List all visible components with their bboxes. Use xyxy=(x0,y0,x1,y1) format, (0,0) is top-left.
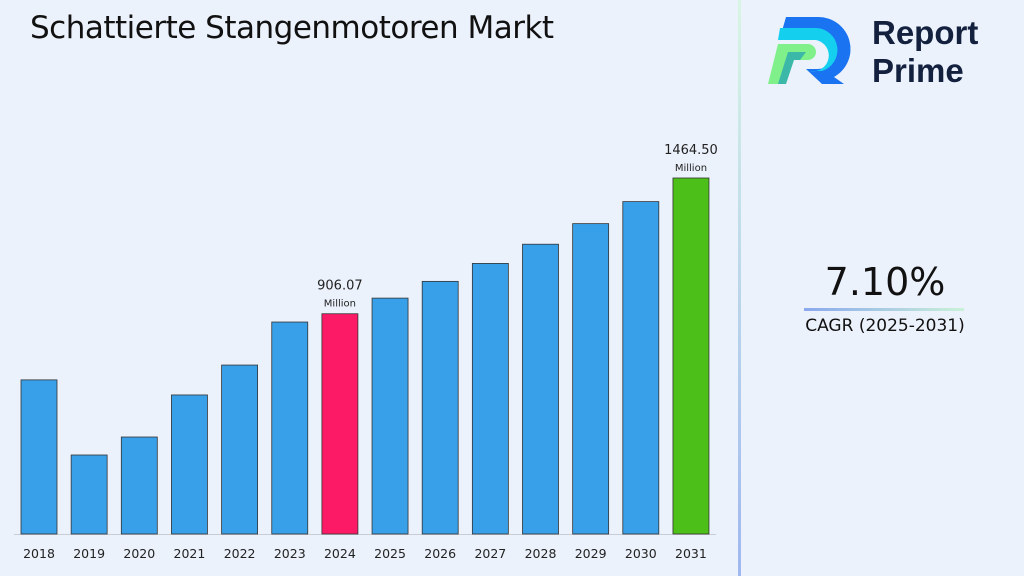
x-tick-label: 2018 xyxy=(23,546,55,561)
x-tick-label: 2024 xyxy=(324,546,356,561)
data-label-unit: Million xyxy=(675,163,707,174)
cagr-underline xyxy=(804,308,964,311)
logo-line-2: Prime xyxy=(872,52,964,89)
data-label-value: 1464.50 xyxy=(664,143,718,158)
bar-2031 xyxy=(672,177,710,535)
bar-2020 xyxy=(120,436,158,535)
bar-2028 xyxy=(522,243,559,535)
x-tick-label: 2027 xyxy=(474,546,506,561)
x-tick-label: 2023 xyxy=(274,546,306,561)
cagr-label: CAGR (2025-2031) xyxy=(805,316,965,336)
chart-title: Schattierte Stangenmotoren Markt xyxy=(30,10,554,46)
divider xyxy=(738,0,741,576)
bar-2027 xyxy=(471,263,509,535)
x-tick-label: 2026 xyxy=(424,546,456,561)
x-tick-label: 2029 xyxy=(575,546,607,561)
x-tick-label: 2022 xyxy=(224,546,256,561)
cagr-value: 7.10% xyxy=(824,260,946,304)
bar-2025 xyxy=(371,297,409,535)
data-label-value: 906.07 xyxy=(317,279,363,294)
bar-2019 xyxy=(70,454,108,535)
bar-2023 xyxy=(271,321,309,535)
x-tick-label: 2031 xyxy=(675,546,707,561)
x-tick-label: 2021 xyxy=(174,546,206,561)
x-tick-label: 2030 xyxy=(625,546,657,561)
bar-2018 xyxy=(20,379,58,535)
bar-2030 xyxy=(622,201,660,535)
bar-2024 xyxy=(321,313,359,535)
bar-2026 xyxy=(421,280,459,535)
x-tick-label: 2025 xyxy=(374,546,406,561)
bar-2029 xyxy=(572,223,610,535)
x-tick-label: 2020 xyxy=(123,546,155,561)
bar-2022 xyxy=(221,364,259,535)
report-prime-logo-icon xyxy=(768,16,851,84)
bar-chart: 2018 2019 2020 2021 2022 2023 2024 906.07 Millio… xyxy=(14,143,718,561)
logo-text: Report Prime xyxy=(872,14,978,90)
x-tick-label: 2028 xyxy=(525,546,557,561)
logo-line-1: Report xyxy=(872,14,979,51)
data-label-unit: Million xyxy=(324,299,356,310)
x-tick-label: 2019 xyxy=(73,546,105,561)
bar-2021 xyxy=(171,394,208,535)
